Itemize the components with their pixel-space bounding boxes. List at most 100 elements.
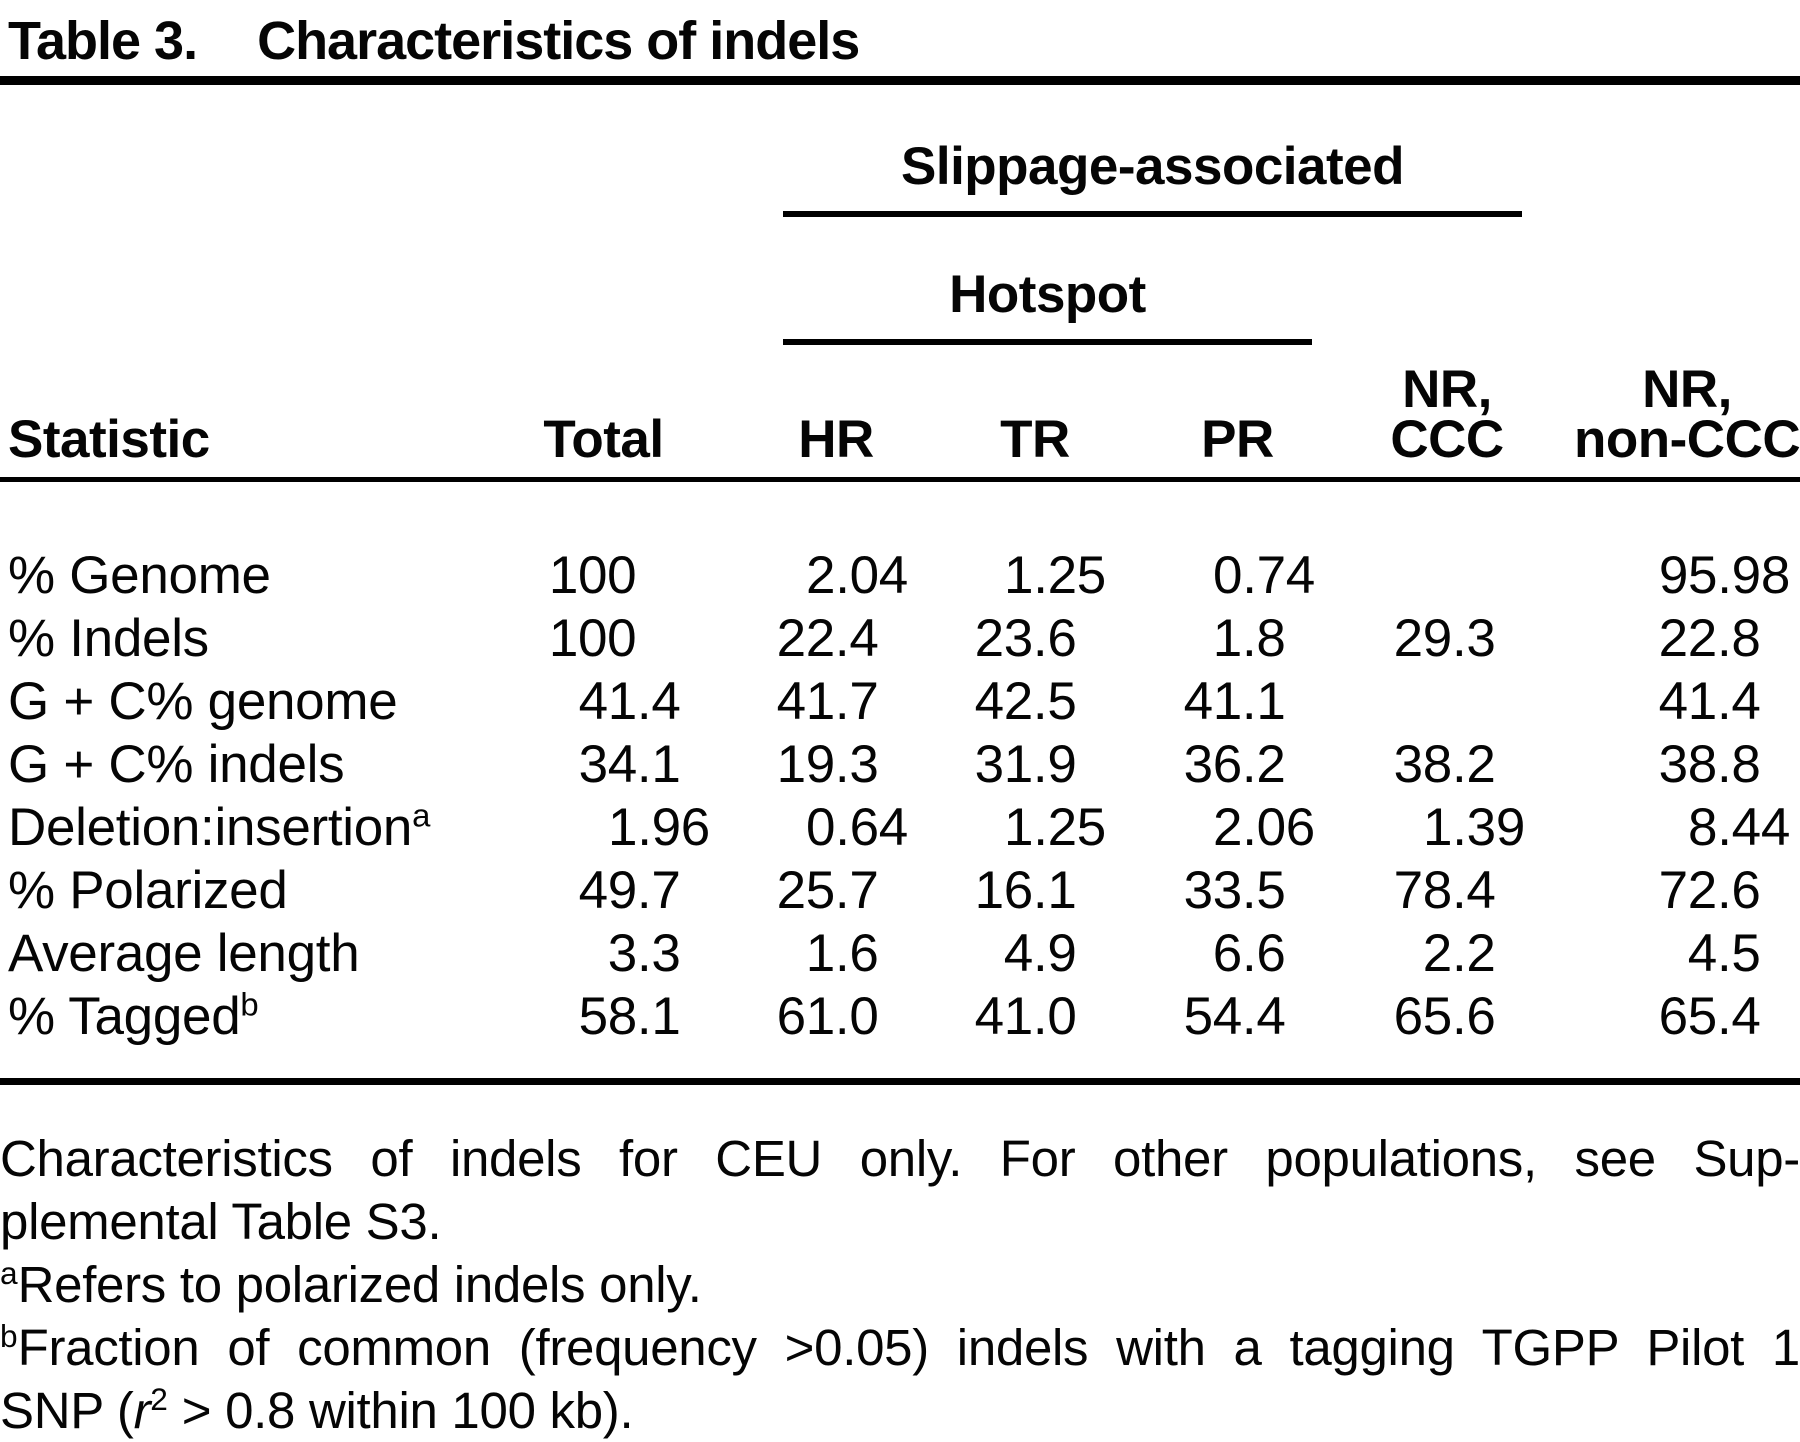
value-cell: 34.1 — [450, 733, 715, 796]
value-cell: 38.2 — [1320, 733, 1532, 796]
decimal-align-spacer — [1761, 781, 1790, 782]
header-spacer-cell — [0, 81, 715, 218]
statistic-label: % Genome — [8, 546, 271, 605]
row-percent-polarized: % Polarized 49.7 25.7 16.1 33.5 78.4 72.… — [0, 859, 1800, 922]
footnote-a-marker: a — [0, 1255, 18, 1291]
col-header-statistic: Statistic — [0, 345, 450, 482]
decimal-align-spacer — [1496, 970, 1525, 971]
decimal-align-spacer — [1761, 1033, 1790, 1034]
value-cell: 19.3 — [715, 733, 915, 796]
row-percent-tagged: % Taggedb 58.1 61.0 41.0 54.4 65.6 65.4 — [0, 985, 1800, 1082]
value-cell: 31.9 — [915, 733, 1113, 796]
value-cell: 61.0 — [715, 985, 915, 1082]
decimal-align-spacer — [1496, 907, 1525, 908]
decimal-align-spacer — [1496, 655, 1525, 656]
value-cell: 22.4 — [715, 607, 915, 670]
value-cell: 41.4 — [1532, 670, 1800, 733]
col-header-hr: HR — [715, 345, 915, 482]
hotspot-group-header-cell: Hotspot — [715, 217, 1320, 345]
decimal-align-spacer — [681, 781, 710, 782]
footnote-general-line-2: plemental Table S3. — [0, 1193, 442, 1250]
decimal-align-spacer — [1286, 1033, 1315, 1034]
decimal-align-spacer — [879, 970, 908, 971]
row-percent-genome: % Genome 100 2.04 1.25 0.74 95.98 — [0, 480, 1800, 608]
footnote-b-line2-prefix: SNP ( — [0, 1382, 134, 1439]
value-cell: 33.5 — [1113, 859, 1320, 922]
column-header-row: Statistic Total HR TR PR NR, CCC NR, non-C… — [0, 345, 1800, 482]
col-header-tr: TR — [915, 345, 1113, 482]
value-cell: 65.6 — [1320, 985, 1532, 1082]
value-cell: 1.6 — [715, 922, 915, 985]
value-cell: 49.7 — [450, 859, 715, 922]
col-header-nr-non-ccc: NR, non-CCC — [1532, 345, 1800, 482]
value-cell: 42.5 — [915, 670, 1113, 733]
value-cell: 6.6 — [1113, 922, 1320, 985]
decimal-align-spacer — [879, 907, 908, 908]
decimal-align-spacer — [681, 1033, 710, 1034]
value-cell: 4.9 — [915, 922, 1113, 985]
value-cell: 0.64 — [806, 798, 908, 857]
table-caption: Characteristics of indels — [257, 11, 860, 71]
col-header-nr-non-ccc-line2: non-CCC — [1574, 410, 1800, 469]
row-gc-percent-genome: G + C% genome 41.4 41.7 42.5 41.1 41.4 — [0, 670, 1800, 733]
decimal-align-spacer — [1761, 655, 1790, 656]
value-cell: 23.6 — [915, 607, 1113, 670]
footnote-b-text-line1: Fraction of common (frequency >0.05) ind… — [17, 1319, 1800, 1376]
footnote-b-exponent: 2 — [150, 1381, 168, 1417]
footnote-b-line-1: bFraction of common (frequency >0.05) in… — [0, 1316, 1800, 1379]
slippage-group-header-cell: Slippage-associated — [715, 81, 1532, 217]
footnote-b-italic-variable: r — [133, 1382, 151, 1439]
value-cell: 8.44 — [1688, 798, 1791, 857]
decimal-align-spacer — [879, 718, 908, 719]
col-header-nr-ccc-line2: CCC — [1390, 410, 1504, 469]
value-cell: 36.2 — [1113, 733, 1320, 796]
value-cell: 72.6 — [1532, 859, 1800, 922]
decimal-align-spacer — [1286, 907, 1315, 908]
col-header-nr-ccc-line1: NR, — [1402, 360, 1492, 419]
value-cell: 100 — [450, 607, 715, 670]
col-header-nr-ccc: NR, CCC — [1320, 345, 1533, 482]
decimal-align-spacer — [1077, 655, 1106, 656]
hotspot-header: Hotspot — [783, 265, 1312, 345]
slippage-associated-header: Slippage-associated — [783, 137, 1523, 217]
decimal-align-spacer — [1496, 1033, 1525, 1034]
value-cell: 65.4 — [1532, 985, 1800, 1082]
value-cell: 54.4 — [1113, 985, 1320, 1082]
table-number-label: Table 3. — [8, 11, 198, 71]
decimal-align-spacer — [1761, 718, 1790, 719]
row-deletion-insertion: Deletion:insertiona 1.96 0.64 1.25 2.06 … — [0, 796, 1800, 859]
decimal-align-spacer — [879, 655, 908, 656]
row-average-length: Average length 3.3 1.6 4.9 6.6 2.2 4.5 — [0, 922, 1800, 985]
value-cell: 2.06 — [1213, 798, 1315, 857]
decimal-align-spacer — [1286, 781, 1315, 782]
value-cell: 38.8 — [1532, 733, 1800, 796]
value-cell: 41.1 — [1113, 670, 1320, 733]
footnote-b-line2-suffix: > 0.8 within 100 kb). — [167, 1382, 634, 1439]
statistic-label: Deletion:insertiona — [8, 796, 431, 857]
indels-characteristics-table: Slippage-associated Hotspot Statistic To… — [0, 76, 1800, 1085]
header-spacer-cell — [1320, 217, 1800, 345]
value-cell: 16.1 — [915, 859, 1113, 922]
decimal-align-spacer — [1077, 781, 1106, 782]
value-cell — [1320, 670, 1532, 733]
decimal-align-spacer — [879, 781, 908, 782]
table-footnotes: Characteristics of indels for CEU only. … — [0, 1127, 1800, 1442]
value-cell: 4.5 — [1532, 922, 1800, 985]
footnote-general-line-1: Characteristics of indels for CEU only. … — [0, 1130, 1800, 1187]
value-cell: 78.4 — [1320, 859, 1532, 922]
row-percent-indels: % Indels 100 22.4 23.6 1.8 29.3 22.8 — [0, 607, 1800, 670]
row-gc-percent-indels: G + C% indels 34.1 19.3 31.9 36.2 38.2 3… — [0, 733, 1800, 796]
decimal-align-spacer — [1286, 718, 1315, 719]
decimal-align-spacer — [636, 655, 710, 656]
value-cell: 29.3 — [1320, 607, 1532, 670]
statistic-label: % Indels — [8, 609, 209, 668]
statistic-label: % Taggedb — [8, 985, 259, 1046]
statistic-label: Average length — [8, 924, 360, 983]
value-cell: 22.8 — [1532, 607, 1800, 670]
decimal-align-spacer — [1286, 970, 1315, 971]
decimal-align-spacer — [1286, 655, 1315, 656]
value-cell: 1.25 — [1004, 798, 1106, 857]
value-cell: 2.2 — [1320, 922, 1532, 985]
value-cell: 41.0 — [915, 985, 1113, 1082]
